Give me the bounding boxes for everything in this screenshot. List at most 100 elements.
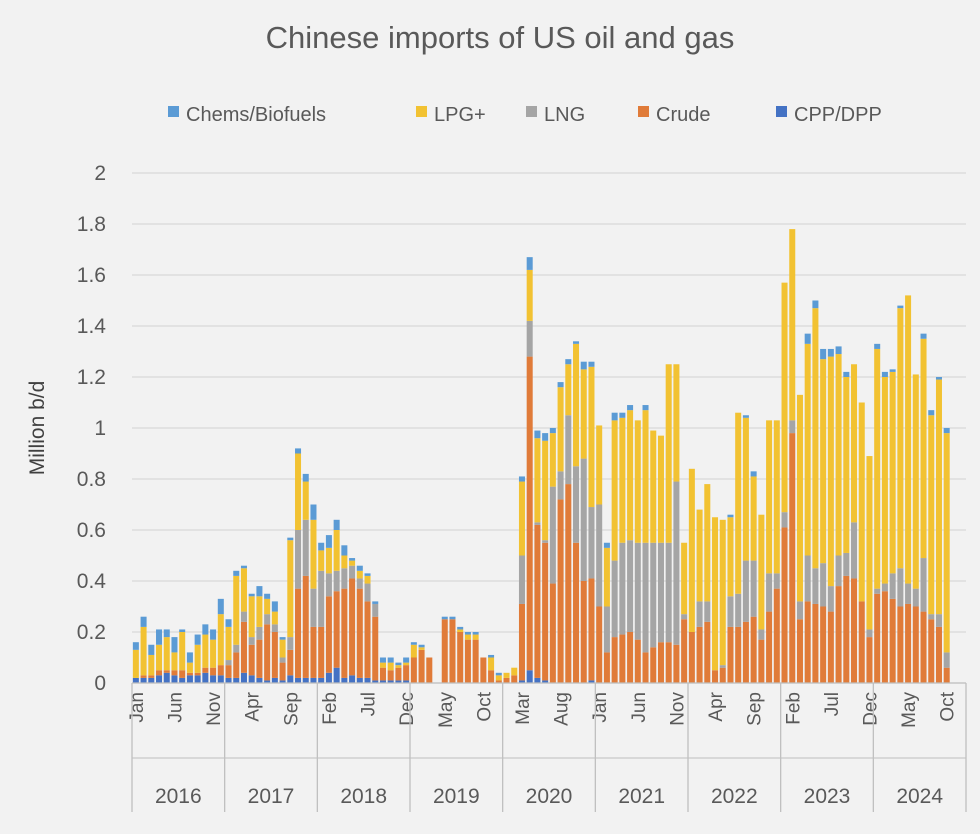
bar-segment-crude <box>217 665 224 676</box>
bar-segment-cpp-dpp <box>518 680 525 683</box>
bar-segment-chems-biofuels <box>549 428 556 434</box>
legend-swatch <box>526 106 537 117</box>
bar-segment-crude <box>542 542 549 681</box>
bar-segment-chems-biofuels <box>356 565 363 571</box>
bar-segment-cpp-dpp <box>403 680 410 683</box>
bar-segment-cpp-dpp <box>217 675 224 683</box>
bar-segment-cpp-dpp <box>356 677 363 683</box>
bar-segment-lpg- <box>349 560 356 566</box>
bar-segment-chems-biofuels <box>279 637 286 640</box>
y-tick-label: 1.2 <box>77 366 106 389</box>
bar-segment-lng <box>742 560 749 622</box>
bar-segment-lng <box>843 552 850 576</box>
bar-segment-crude <box>356 588 363 678</box>
bar-segment-chems-biofuels <box>874 343 881 349</box>
bar-segment-lpg- <box>719 519 726 666</box>
bar-segment-crude <box>657 642 664 683</box>
bar-segment-lpg- <box>905 295 912 584</box>
bar-segment-lpg- <box>503 672 510 678</box>
bar-segment-lpg- <box>781 282 788 513</box>
bar-segment-lng <box>935 614 942 627</box>
bar-segment-lpg- <box>171 652 178 671</box>
bar-segment-cpp-dpp <box>341 677 348 683</box>
bar-segment-lng <box>920 558 927 612</box>
bar-segment-chems-biofuels <box>240 565 247 569</box>
bar-segment-chems-biofuels <box>372 601 379 604</box>
bar-segment-chems-biofuels <box>742 415 749 418</box>
bar-segment-lng <box>372 603 379 617</box>
bar-segment-lng <box>804 555 811 602</box>
bar-segment-lpg- <box>858 402 865 602</box>
bar-segment-crude <box>279 662 286 681</box>
bar-segment-chems-biofuels <box>325 535 332 548</box>
bar-segment-lpg- <box>766 420 773 574</box>
bar-segment-chems-biofuels <box>518 476 525 482</box>
bar-segment-crude <box>210 667 217 676</box>
bar-segment-lng <box>820 563 827 607</box>
bar-segment-crude <box>418 649 425 683</box>
bar-segment-cpp-dpp <box>287 675 294 683</box>
bar-segment-lpg- <box>820 359 827 564</box>
bar-segment-lpg- <box>356 570 363 579</box>
year-label: 2016 <box>155 785 202 808</box>
bar-segment-lng <box>905 583 912 604</box>
bar-segment-lng <box>657 542 664 643</box>
bar-segment-lpg- <box>295 453 302 530</box>
bar-segment-lpg- <box>333 530 340 571</box>
bar-segment-cpp-dpp <box>179 677 186 683</box>
bar-segment-chems-biofuels <box>194 634 201 645</box>
bar-segment-lng <box>719 665 726 668</box>
bar-segment-lpg- <box>495 675 502 681</box>
year-label: 2020 <box>526 785 573 808</box>
bar-segment-crude <box>349 578 356 676</box>
bar-segment-lpg- <box>851 364 858 523</box>
bar-segment-cpp-dpp <box>210 675 217 683</box>
bar-segment-lng <box>727 596 734 627</box>
bar-segment-crude <box>534 524 541 678</box>
bar-segment-lng <box>928 614 935 620</box>
bar-segment-lpg- <box>897 308 904 569</box>
bar-segment-crude <box>526 356 533 671</box>
bar-segment-crude <box>287 649 294 676</box>
bar-segment-cpp-dpp <box>325 672 332 683</box>
bar-segment-lpg- <box>542 440 549 541</box>
bar-segment-crude <box>727 626 734 683</box>
bar-segment-lpg- <box>704 484 711 602</box>
bar-segment-lpg- <box>650 430 657 543</box>
bar-segment-lpg- <box>735 412 742 594</box>
bar-segment-cpp-dpp <box>302 677 309 683</box>
bar-segment-crude <box>851 578 858 683</box>
bar-segment-chems-biofuels <box>881 371 888 377</box>
bar-segment-crude <box>673 644 680 683</box>
bar-segment-chems-biofuels <box>395 662 402 666</box>
bar-segment-lpg- <box>310 519 317 589</box>
bar-segment-lng <box>735 593 742 627</box>
bar-segment-cpp-dpp <box>349 675 356 683</box>
bar-segment-lpg- <box>511 667 518 676</box>
bar-segment-lpg- <box>611 420 618 561</box>
bar-segment-lpg- <box>657 435 664 543</box>
bar-segment-crude <box>472 639 479 683</box>
bar-segment-lpg- <box>518 481 525 556</box>
bar-segment-lng <box>866 629 873 638</box>
bar-segment-crude <box>696 626 703 683</box>
bar-segment-lpg- <box>186 662 193 673</box>
bar-segment-lpg- <box>889 371 896 574</box>
bar-segment-chems-biofuels <box>542 433 549 441</box>
bar-segment-lpg- <box>156 644 163 671</box>
bar-segment-crude <box>225 665 232 678</box>
bar-segment-lpg- <box>364 575 371 584</box>
bar-segment-cpp-dpp <box>225 677 232 683</box>
bar-segment-chems-biofuels <box>163 629 170 638</box>
bar-segment-lng <box>364 583 371 602</box>
bar-segment-chems-biofuels <box>627 405 634 411</box>
year-label: 2021 <box>618 785 665 808</box>
bar-segment-crude <box>565 484 572 683</box>
legend-swatch <box>168 106 179 117</box>
bar-segment-crude <box>387 670 394 681</box>
bar-segment-chems-biofuels <box>349 558 356 561</box>
bar-segment-crude <box>766 611 773 683</box>
bar-segment-lpg- <box>210 639 217 668</box>
bar-segment-lng <box>518 555 525 604</box>
